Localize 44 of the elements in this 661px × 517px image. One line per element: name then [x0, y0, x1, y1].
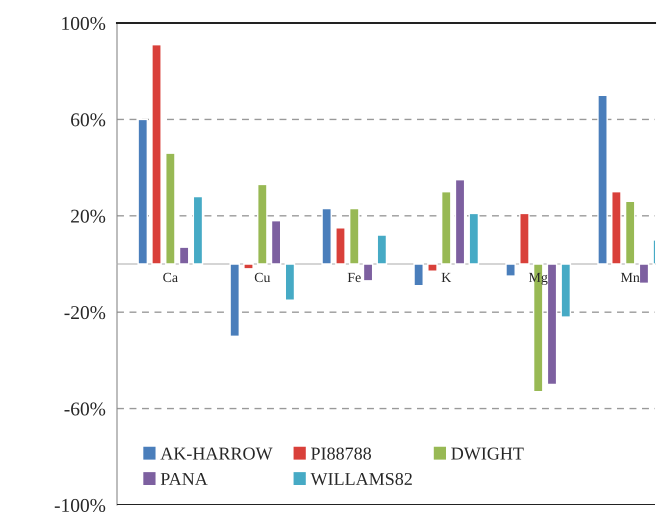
x-tick-label: Cu — [254, 272, 270, 282]
bar — [624, 200, 636, 265]
bar — [257, 184, 268, 265]
x-tick-label: Mn — [620, 272, 640, 282]
bar — [427, 263, 438, 272]
bar — [243, 263, 254, 270]
y-tick-label: -100% — [54, 498, 106, 512]
bar — [519, 212, 530, 265]
legend-label: PANA — [160, 472, 208, 485]
legend-label: DWIGHT — [451, 448, 524, 460]
bar — [413, 263, 424, 286]
bar — [611, 191, 622, 265]
y-tick-label: 100% — [62, 16, 106, 30]
bar — [454, 178, 466, 265]
bar — [638, 263, 650, 284]
x-tick-label: K — [442, 272, 452, 282]
bar — [546, 263, 558, 386]
bar — [321, 208, 332, 265]
bar — [440, 191, 452, 265]
bar — [362, 263, 374, 282]
bar — [151, 44, 162, 265]
bar — [192, 196, 204, 265]
bar — [348, 208, 360, 265]
bar — [229, 263, 240, 337]
x-tick-label: Fe — [348, 272, 361, 282]
bar — [560, 263, 572, 318]
y-tick-label: -20% — [64, 306, 106, 320]
legend-label: WILLAMS82 — [310, 472, 412, 486]
bar — [597, 94, 608, 265]
bar — [165, 152, 176, 265]
legend-label: AK-HARROW — [160, 448, 273, 460]
bar — [505, 263, 516, 277]
bar — [468, 212, 480, 265]
bar — [376, 234, 388, 265]
x-tick-label: Ca — [163, 272, 178, 282]
bar — [137, 118, 148, 265]
legend-label: PI88788 — [311, 447, 372, 460]
y-tick-label: -60% — [64, 402, 106, 416]
bar — [284, 263, 296, 301]
y-tick-label: 20% — [71, 210, 106, 223]
y-tick-label: 60% — [71, 113, 106, 126]
bar — [335, 227, 346, 265]
bar — [270, 220, 282, 265]
bar — [178, 246, 190, 265]
